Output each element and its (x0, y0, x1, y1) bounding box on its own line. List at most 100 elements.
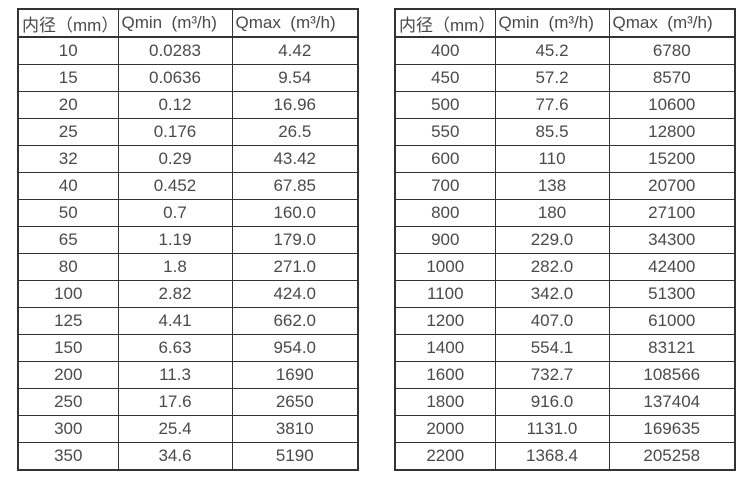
header-row: 内径（mm） Qmin (m³/h) Qmax (m³/h) (17, 8, 359, 38)
table-cell: 34300 (608, 226, 736, 254)
table-cell: 26.5 (231, 118, 359, 146)
flow-rate-tables-page: 内径（mm） Qmin (m³/h) Qmax (m³/h) 10 0.0283 4… (17, 8, 736, 471)
table-cell: 1.8 (117, 253, 233, 281)
table-row: 125 4.41 662.0 (17, 307, 359, 335)
table-row: 2200 1368.4 205258 (394, 442, 736, 471)
table-cell: 180 (494, 199, 610, 227)
table-row: 250 17.6 2650 (17, 388, 359, 416)
table-cell: 1690 (231, 361, 359, 389)
table-cell: 42400 (608, 253, 736, 281)
table-cell: 179.0 (231, 226, 359, 254)
table-cell: 57.2 (494, 64, 610, 92)
table-cell: 250 (17, 388, 119, 416)
table-cell: 40 (17, 172, 119, 200)
table-body-small-diameters: 10 0.0283 4.42 15 0.0636 9.54 20 0.12 16.96 25 0.1… (17, 36, 359, 471)
table-cell: 4.41 (117, 307, 233, 335)
table-cell: 954.0 (231, 334, 359, 362)
table-cell: 27100 (608, 199, 736, 227)
table-cell: 100 (17, 280, 119, 308)
table-cell: 25 (17, 118, 119, 146)
header-inner-diameter: 内径（mm） (394, 8, 496, 38)
table-row: 15 0.0636 9.54 (17, 64, 359, 92)
table-row: 40 0.452 67.85 (17, 172, 359, 200)
table-cell: 800 (394, 199, 496, 227)
table-cell: 110 (494, 145, 610, 173)
table-cell: 15 (17, 64, 119, 92)
table-row: 1400 554.1 83121 (394, 334, 736, 362)
table-row: 2000 1131.0 169635 (394, 415, 736, 443)
table-cell: 1368.4 (494, 442, 610, 471)
table-cell: 1000 (394, 253, 496, 281)
table-cell: 83121 (608, 334, 736, 362)
table-cell: 700 (394, 172, 496, 200)
table-cell: 34.6 (117, 442, 233, 471)
table-row: 20 0.12 16.96 (17, 91, 359, 119)
table-cell: 600 (394, 145, 496, 173)
table-cell: 2650 (231, 388, 359, 416)
table-cell: 80 (17, 253, 119, 281)
table-cell: 6.63 (117, 334, 233, 362)
table-cell: 6780 (608, 36, 736, 65)
table-cell: 342.0 (494, 280, 610, 308)
table-cell: 1400 (394, 334, 496, 362)
table-cell: 8570 (608, 64, 736, 92)
table-cell: 10 (17, 36, 119, 65)
table-cell: 150 (17, 334, 119, 362)
table-cell: 400 (394, 36, 496, 65)
table-cell: 282.0 (494, 253, 610, 281)
table-cell: 1600 (394, 361, 496, 389)
table-cell: 12800 (608, 118, 736, 146)
table-cell: 229.0 (494, 226, 610, 254)
table-cell: 11.3 (117, 361, 233, 389)
table-row: 32 0.29 43.42 (17, 145, 359, 173)
table-cell: 2200 (394, 442, 496, 471)
header-row: 内径（mm） Qmin (m³/h) Qmax (m³/h) (394, 8, 736, 38)
table-cell: 1100 (394, 280, 496, 308)
table-cell: 5190 (231, 442, 359, 471)
flow-table-small-diameters: 内径（mm） Qmin (m³/h) Qmax (m³/h) 10 0.0283 4… (17, 8, 359, 471)
table-cell: 500 (394, 91, 496, 119)
table-cell: 916.0 (494, 388, 610, 416)
header-qmax: Qmax (m³/h) (231, 8, 359, 38)
table-cell: 3810 (231, 415, 359, 443)
table-row: 50 0.7 160.0 (17, 199, 359, 227)
table-cell: 9.54 (231, 64, 359, 92)
table-cell: 1800 (394, 388, 496, 416)
table-cell: 350 (17, 442, 119, 471)
table-cell: 554.1 (494, 334, 610, 362)
table-cell: 4.42 (231, 36, 359, 65)
table-cell: 61000 (608, 307, 736, 335)
table-cell: 45.2 (494, 36, 610, 65)
table-cell: 271.0 (231, 253, 359, 281)
table-cell: 16.96 (231, 91, 359, 119)
table-cell: 2000 (394, 415, 496, 443)
table-cell: 450 (394, 64, 496, 92)
table-cell: 85.5 (494, 118, 610, 146)
table-cell: 15200 (608, 145, 736, 173)
header-qmin: Qmin (m³/h) (494, 8, 610, 38)
table-body-large-diameters: 400 45.2 6780 450 57.2 8570 500 77.6 10600 550 85.… (394, 36, 736, 471)
table-row: 65 1.19 179.0 (17, 226, 359, 254)
table-cell: 1131.0 (494, 415, 610, 443)
table-row: 150 6.63 954.0 (17, 334, 359, 362)
table-cell: 424.0 (231, 280, 359, 308)
table-row: 900 229.0 34300 (394, 226, 736, 254)
table-cell: 138 (494, 172, 610, 200)
table-cell: 2.82 (117, 280, 233, 308)
table-cell: 10600 (608, 91, 736, 119)
table-cell: 900 (394, 226, 496, 254)
table-cell: 205258 (608, 442, 736, 471)
table-row: 200 11.3 1690 (17, 361, 359, 389)
table-row: 300 25.4 3810 (17, 415, 359, 443)
table-row: 500 77.6 10600 (394, 91, 736, 119)
table-cell: 25.4 (117, 415, 233, 443)
table-cell: 17.6 (117, 388, 233, 416)
table-cell: 550 (394, 118, 496, 146)
table-cell: 0.12 (117, 91, 233, 119)
header-inner-diameter: 内径（mm） (17, 8, 119, 38)
table-row: 550 85.5 12800 (394, 118, 736, 146)
table-cell: 137404 (608, 388, 736, 416)
table-cell: 662.0 (231, 307, 359, 335)
table-cell: 0.0636 (117, 64, 233, 92)
table-cell: 50 (17, 199, 119, 227)
